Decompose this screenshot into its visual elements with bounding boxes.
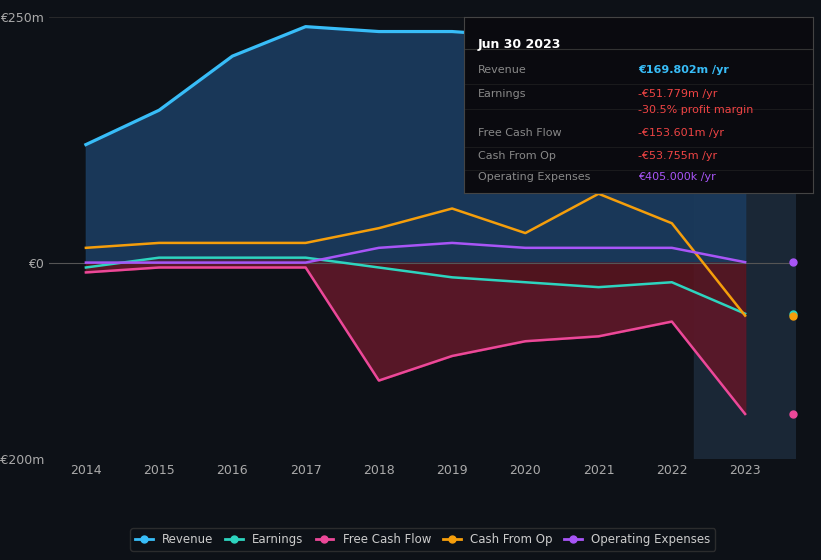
Text: Earnings: Earnings (478, 90, 526, 100)
Text: Cash From Op: Cash From Op (478, 151, 556, 161)
Text: €405.000k /yr: €405.000k /yr (639, 172, 716, 183)
Text: Free Cash Flow: Free Cash Flow (478, 128, 562, 138)
Text: €169.802m /yr: €169.802m /yr (639, 65, 729, 74)
Text: Revenue: Revenue (478, 65, 526, 74)
Bar (694, 17, 796, 459)
Text: -30.5% profit margin: -30.5% profit margin (639, 105, 754, 115)
Legend: Revenue, Earnings, Free Cash Flow, Cash From Op, Operating Expenses: Revenue, Earnings, Free Cash Flow, Cash … (131, 528, 715, 550)
Text: -€51.779m /yr: -€51.779m /yr (639, 90, 718, 100)
Text: Operating Expenses: Operating Expenses (478, 172, 590, 183)
Text: -€53.755m /yr: -€53.755m /yr (639, 151, 718, 161)
Text: Jun 30 2023: Jun 30 2023 (478, 38, 562, 51)
Text: -€153.601m /yr: -€153.601m /yr (639, 128, 724, 138)
